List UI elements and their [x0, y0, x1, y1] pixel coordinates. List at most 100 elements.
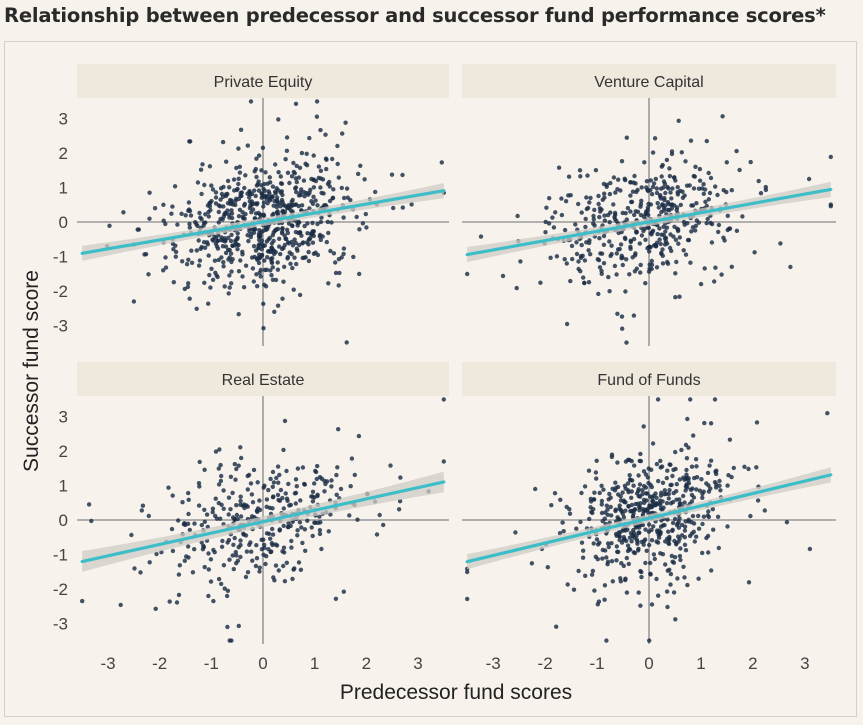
- data-point: [293, 101, 299, 107]
- data-point: [297, 520, 303, 525]
- data-point: [293, 477, 299, 482]
- data-point: [693, 164, 698, 169]
- x-tick-label: -2: [538, 654, 553, 673]
- data-point: [333, 270, 339, 276]
- data-point: [263, 561, 268, 567]
- data-point: [660, 480, 666, 485]
- data-point: [319, 215, 324, 220]
- data-point: [280, 549, 285, 554]
- data-point: [583, 216, 588, 222]
- x-tick-label: 1: [696, 654, 705, 673]
- data-point: [465, 569, 470, 575]
- data-point: [288, 502, 293, 508]
- data-point: [262, 282, 267, 287]
- data-point: [267, 531, 272, 536]
- y-tick-label: 1: [59, 477, 68, 496]
- data-point: [683, 159, 688, 164]
- data-point: [621, 535, 627, 540]
- data-point: [281, 279, 286, 284]
- data-point: [221, 563, 227, 568]
- data-point: [609, 454, 615, 460]
- data-point: [662, 242, 668, 247]
- data-point: [243, 173, 248, 178]
- data-point: [282, 264, 287, 269]
- data-point: [334, 492, 339, 497]
- data-point: [306, 242, 311, 247]
- data-point: [582, 280, 587, 286]
- data-point: [608, 180, 613, 186]
- data-point: [398, 475, 403, 480]
- data-point: [374, 532, 380, 537]
- data-point: [277, 498, 283, 503]
- data-point: [302, 255, 307, 260]
- data-point: [315, 493, 320, 499]
- data-point: [197, 459, 202, 465]
- data-point: [225, 624, 230, 630]
- data-point: [654, 495, 659, 500]
- data-point: [513, 530, 518, 535]
- data-point: [318, 219, 324, 225]
- data-point: [215, 246, 221, 251]
- data-point: [206, 567, 211, 572]
- data-point: [708, 421, 714, 426]
- data-point: [665, 517, 670, 522]
- data-point: [590, 568, 596, 574]
- data-point: [187, 527, 192, 533]
- data-point: [356, 171, 361, 177]
- data-point: [626, 561, 631, 567]
- data-point: [675, 521, 680, 526]
- data-point: [584, 206, 589, 212]
- data-point: [197, 484, 202, 489]
- data-point: [163, 221, 168, 227]
- data-point: [653, 176, 658, 182]
- data-point: [648, 178, 653, 183]
- data-point: [631, 313, 637, 318]
- data-point: [689, 229, 694, 234]
- data-point: [177, 563, 182, 568]
- data-point: [224, 593, 230, 599]
- data-point: [213, 270, 218, 275]
- data-point: [597, 214, 602, 220]
- data-point: [341, 195, 347, 201]
- data-point: [222, 284, 227, 289]
- data-point: [632, 507, 637, 513]
- data-point: [629, 539, 634, 544]
- data-point: [729, 474, 734, 480]
- data-point: [612, 210, 618, 216]
- data-point: [545, 565, 550, 570]
- data-point: [118, 602, 123, 608]
- data-point: [607, 289, 612, 294]
- data-point: [347, 513, 352, 518]
- data-point: [293, 202, 299, 207]
- data-point: [681, 248, 686, 253]
- data-point: [268, 476, 273, 482]
- data-point: [360, 221, 366, 226]
- data-point: [226, 212, 232, 217]
- data-point: [585, 173, 590, 178]
- data-point: [229, 232, 234, 238]
- data-point: [331, 251, 337, 256]
- data-point: [286, 202, 291, 208]
- data-point: [298, 498, 303, 503]
- data-point: [533, 486, 538, 492]
- data-point: [272, 309, 277, 314]
- data-point: [203, 212, 208, 217]
- data-point: [275, 226, 281, 232]
- data-point: [670, 527, 675, 532]
- data-point: [657, 226, 662, 231]
- data-point: [218, 237, 224, 243]
- data-point: [586, 280, 592, 285]
- data-point: [627, 547, 633, 552]
- data-point: [230, 243, 235, 248]
- data-point: [132, 566, 137, 571]
- data-point: [663, 562, 668, 567]
- data-point: [668, 571, 674, 577]
- data-point: [671, 490, 676, 496]
- data-point: [592, 497, 597, 502]
- data-point: [226, 495, 232, 500]
- data-point: [693, 457, 699, 462]
- data-point: [373, 189, 378, 195]
- data-point: [313, 468, 318, 474]
- data-point: [611, 202, 616, 207]
- data-point: [228, 251, 234, 256]
